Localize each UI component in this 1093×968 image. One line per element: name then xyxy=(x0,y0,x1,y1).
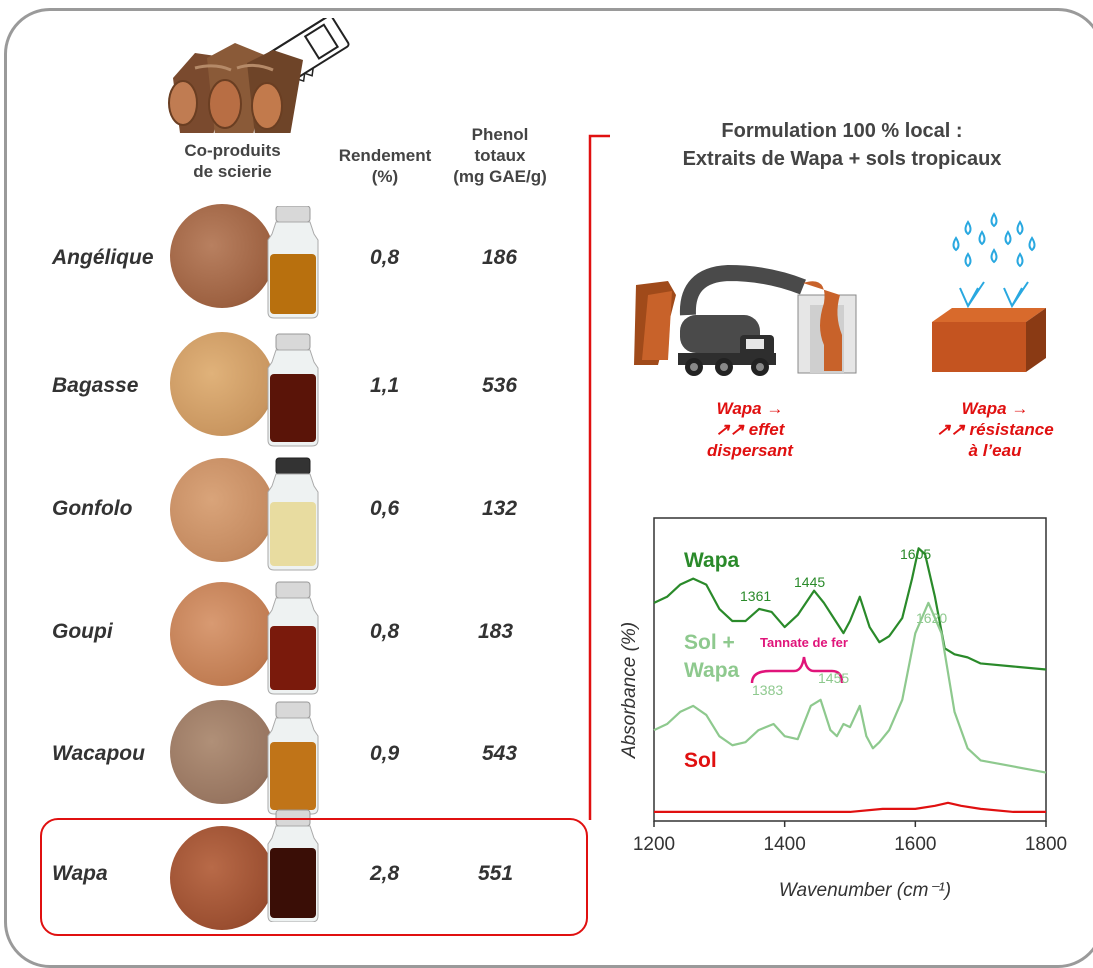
label-wapa: Wapa xyxy=(684,549,740,572)
peak-1383: 1383 xyxy=(752,682,783,698)
jar-wacapou xyxy=(267,701,319,815)
effect-resistance: Wapa → ↗↗ résistance à l’eau xyxy=(936,399,1054,460)
rendement-value: 0,8 xyxy=(370,620,400,643)
jar-wapa xyxy=(267,809,319,922)
header-coproduits: Co-produits de scierie xyxy=(184,141,281,181)
jar-angelique xyxy=(267,206,319,319)
rendement-value: 2,8 xyxy=(370,862,400,885)
row-name: Gonfolo xyxy=(52,497,133,520)
peak-1361: 1361 xyxy=(740,588,771,604)
peak-1445: 1445 xyxy=(794,574,825,590)
mixer-truck-illustration xyxy=(634,264,857,376)
row-name: Goupi xyxy=(52,620,113,643)
plot-area xyxy=(653,517,1047,822)
sawdust-disc xyxy=(170,332,274,436)
jar-gonfolo xyxy=(267,457,319,571)
row-name: Bagasse xyxy=(52,374,139,397)
sawdust-disc xyxy=(170,458,274,562)
tannate-brace xyxy=(750,656,844,684)
series-line xyxy=(654,801,1046,814)
rendement-value: 0,6 xyxy=(370,497,400,520)
formulation-title-line1: Formulation 100 % local : xyxy=(721,120,963,142)
y-axis-label: Absorbance (%) xyxy=(619,622,640,759)
label-sol-wapa-1: Sol + xyxy=(684,631,735,654)
sawdust-disc xyxy=(170,582,274,686)
formulation-title-line2: Extraits de Wapa + sols tropicaux xyxy=(682,148,1002,170)
rendement-value: 1,1 xyxy=(370,374,400,397)
phenol-value: 543 xyxy=(482,742,518,765)
connector-line xyxy=(588,134,610,820)
peak-1605: 1605 xyxy=(900,546,931,562)
header-rendement: Rendement (%) xyxy=(338,146,432,186)
x-tick-label: 1400 xyxy=(764,834,806,855)
label-sol: Sol xyxy=(684,749,717,772)
jar-goupi xyxy=(267,581,319,695)
jar-bagasse xyxy=(267,333,319,447)
x-tick-label: 1800 xyxy=(1025,834,1067,855)
rendement-value: 0,9 xyxy=(370,742,400,765)
logs xyxy=(168,43,303,133)
header-phenol: Phenol totaux (mg GAE/g) xyxy=(453,125,547,186)
phenol-value: 551 xyxy=(478,862,514,885)
row-name: Wacapou xyxy=(52,742,145,765)
phenol-value: 186 xyxy=(482,246,518,269)
series-line xyxy=(653,601,1047,774)
formulation-title: Formulation 100 % local : Extraits de Wa… xyxy=(612,117,1072,173)
sawdust-disc xyxy=(170,826,274,930)
row-name: Angélique xyxy=(52,246,154,269)
phenol-value: 132 xyxy=(482,497,518,520)
rendement-value: 0,8 xyxy=(370,246,400,269)
label-sol-wapa-2: Wapa xyxy=(684,659,740,682)
row-name: Wapa xyxy=(52,862,108,885)
logs-saw-illustration xyxy=(168,18,350,133)
wapa-highlight-box xyxy=(40,818,588,936)
extract-jars xyxy=(267,206,319,922)
annotation-tannate: Tannate de fer xyxy=(760,635,848,650)
x-axis-label: Wavenumber (cm⁻¹) xyxy=(779,880,951,901)
peak-1620: 1620 xyxy=(916,610,947,626)
phenol-value: 183 xyxy=(478,620,514,643)
x-tick-label: 1200 xyxy=(633,834,675,855)
peak-1455: 1455 xyxy=(818,670,849,686)
effect-dispersant: Wapa → ↗↗ effet dispersant xyxy=(707,399,793,460)
x-tick-label: 1600 xyxy=(894,834,936,855)
phenol-value: 536 xyxy=(482,374,518,397)
ftir-chart: 1200 1400 1600 1800 Absorbance (%) Wavenumb… xyxy=(619,517,1067,901)
brick-water-illustration xyxy=(932,212,1046,372)
sawdust-disc xyxy=(170,204,274,308)
sawdust-disc xyxy=(170,700,274,804)
